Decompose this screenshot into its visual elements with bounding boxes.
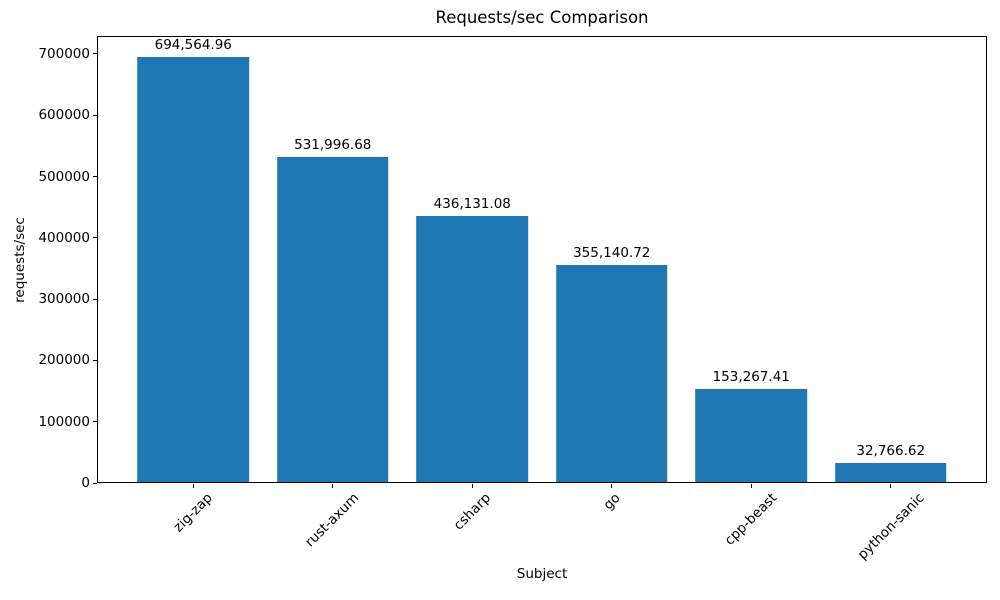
bar-rust-axum xyxy=(276,156,389,483)
x-tick-label-text: zig-zap xyxy=(170,490,216,536)
x-axis-label: Subject xyxy=(516,566,568,582)
x-tick xyxy=(471,484,473,488)
y-tick xyxy=(93,482,97,484)
y-tick xyxy=(93,176,97,178)
x-tick-label-text: csharp xyxy=(450,490,494,534)
x-tick-label-text: python-sanic xyxy=(854,490,928,563)
x-tick-label-text: cpp-beast xyxy=(721,490,781,549)
x-tick-label-text: go xyxy=(600,490,624,514)
y-tick-label: 100000 xyxy=(38,413,90,430)
bar-cpp-beast xyxy=(695,389,808,483)
bar-go xyxy=(555,265,668,483)
y-tick xyxy=(93,114,97,116)
y-tick xyxy=(93,298,97,300)
y-tick-label: 700000 xyxy=(38,45,90,62)
bar-value-label: 531,996.68 xyxy=(294,136,372,153)
x-tick xyxy=(611,484,613,488)
y-tick-label: 600000 xyxy=(38,107,90,124)
bar-value-label: 436,131.08 xyxy=(433,195,511,212)
plot-area: 694,564.96 531,996.68 436,131.08 355,140.72… xyxy=(97,36,987,483)
y-tick-label: 200000 xyxy=(38,352,90,369)
y-tick xyxy=(93,359,97,361)
bar-value-label: 32,766.62 xyxy=(856,442,926,459)
x-tick xyxy=(750,484,752,488)
y-tick xyxy=(93,237,97,239)
bar-value-label: 694,564.96 xyxy=(154,37,232,54)
x-tick xyxy=(332,484,334,488)
x-tick-label-text: rust-axum xyxy=(302,490,363,551)
y-tick-label: 0 xyxy=(81,475,90,491)
y-tick-label: 400000 xyxy=(38,229,90,246)
y-tick-label: 500000 xyxy=(38,168,90,185)
y-tick xyxy=(93,53,97,55)
y-tick-label: 300000 xyxy=(38,291,90,308)
x-tick xyxy=(890,484,892,488)
bar-zig-zap xyxy=(137,57,250,483)
bar-value-label: 355,140.72 xyxy=(573,245,651,262)
x-tick xyxy=(192,484,194,488)
chart-title: Requests/sec Comparison xyxy=(435,8,649,27)
y-tick xyxy=(93,421,97,423)
bar-csharp xyxy=(416,215,529,483)
bar-python-sanic xyxy=(834,462,947,483)
bar-value-label: 153,267.41 xyxy=(712,369,790,386)
